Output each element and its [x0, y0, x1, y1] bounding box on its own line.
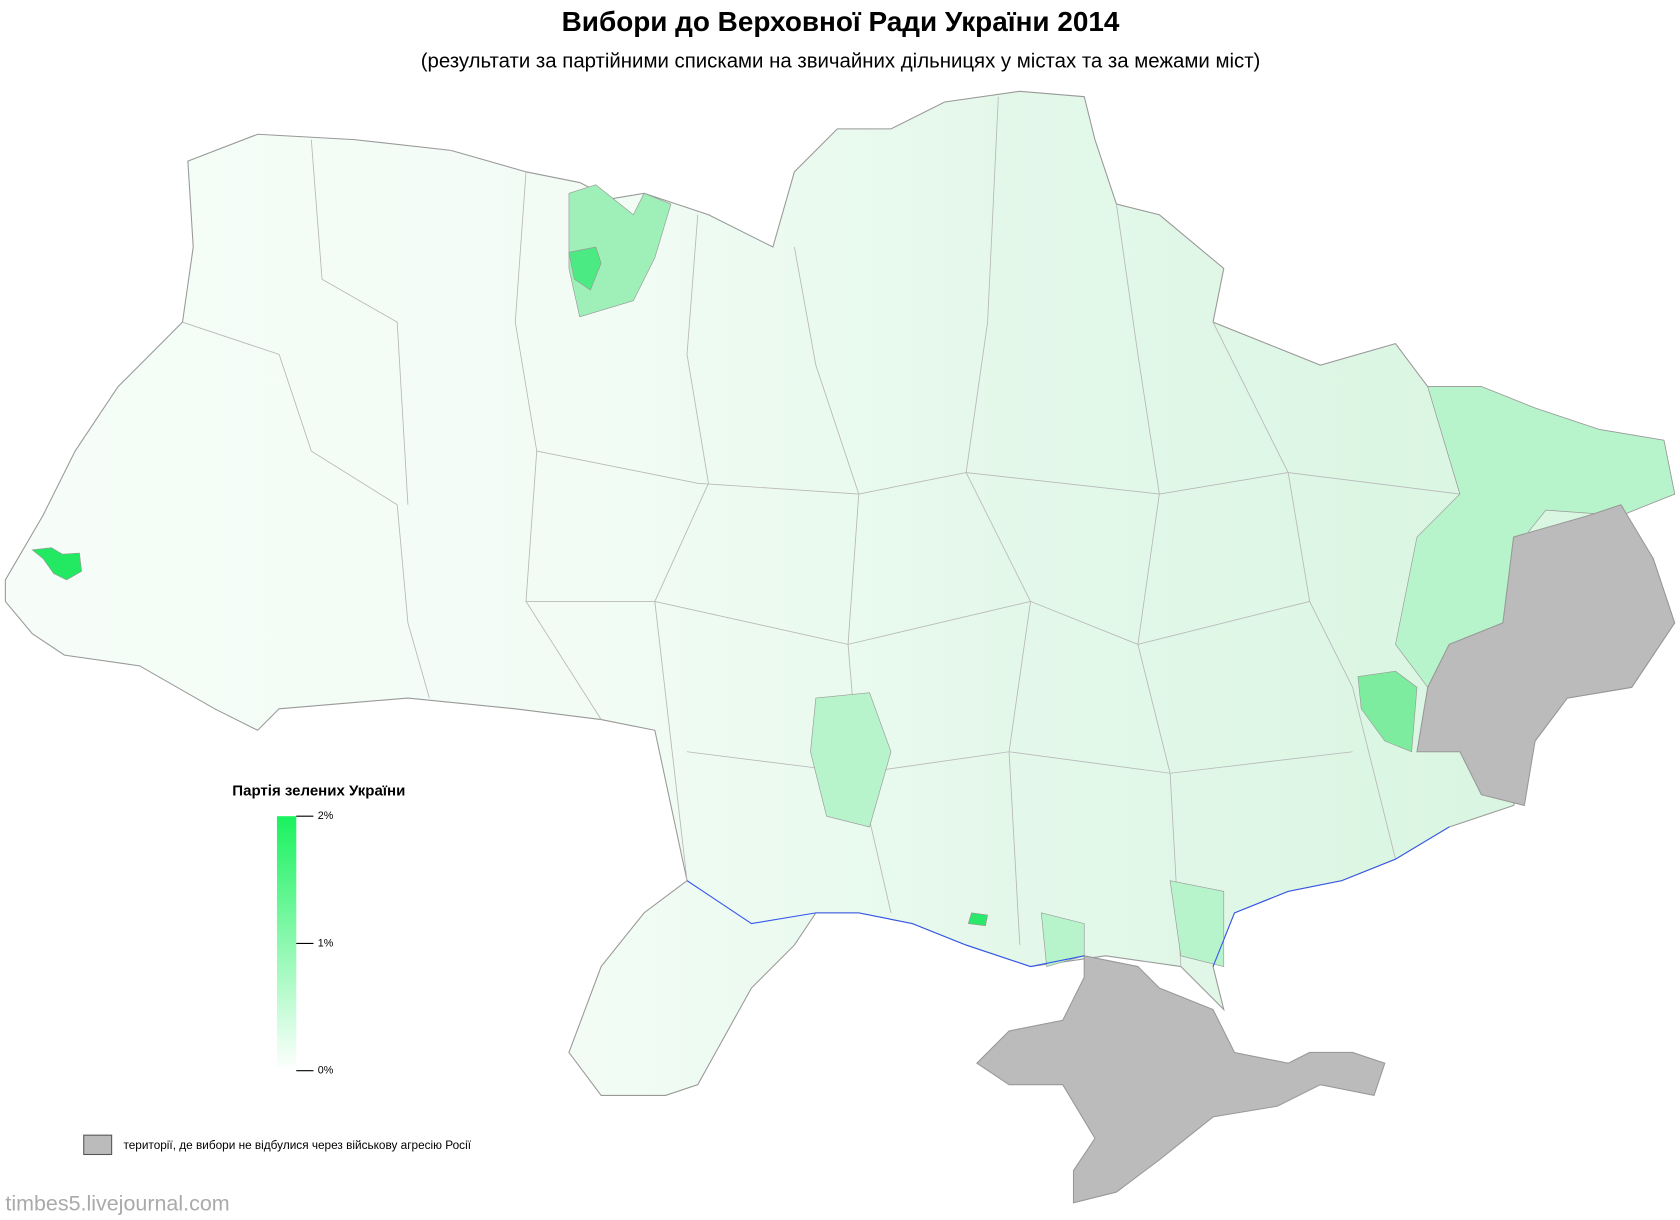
occupied-east — [1416, 504, 1676, 807]
colorbar-tick-label: 0% — [318, 1065, 334, 1077]
highlight-north — [568, 184, 672, 318]
highlight-south — [810, 692, 1225, 967]
no-data-swatch — [83, 1134, 113, 1156]
highlight-south-spot — [967, 912, 988, 927]
highlight-west — [31, 547, 82, 581]
no-data-label: території, де вибори не відбулися через … — [123, 1138, 471, 1152]
coastline — [686, 826, 1450, 968]
highlight-north-core — [568, 246, 602, 291]
legend: 0% 1% 2% — [276, 810, 334, 1077]
occupied-crimea — [976, 955, 1386, 1204]
colorbar — [276, 816, 297, 1071]
legend-title: Партія зелених України — [232, 782, 405, 799]
highlight-east — [1395, 386, 1676, 688]
colorbar-tick-label: 2% — [318, 810, 334, 822]
subtitle: (результати за партійними списками на зв… — [421, 51, 1261, 73]
ukraine-map — [4, 90, 1676, 1204]
highlight-east-core — [1357, 670, 1418, 753]
title: Вибори до Верховної Ради України 2014 — [562, 6, 1120, 37]
colorbar-tick-label: 1% — [318, 937, 334, 949]
credit: timbes5.livejournal.com — [5, 1192, 229, 1216]
